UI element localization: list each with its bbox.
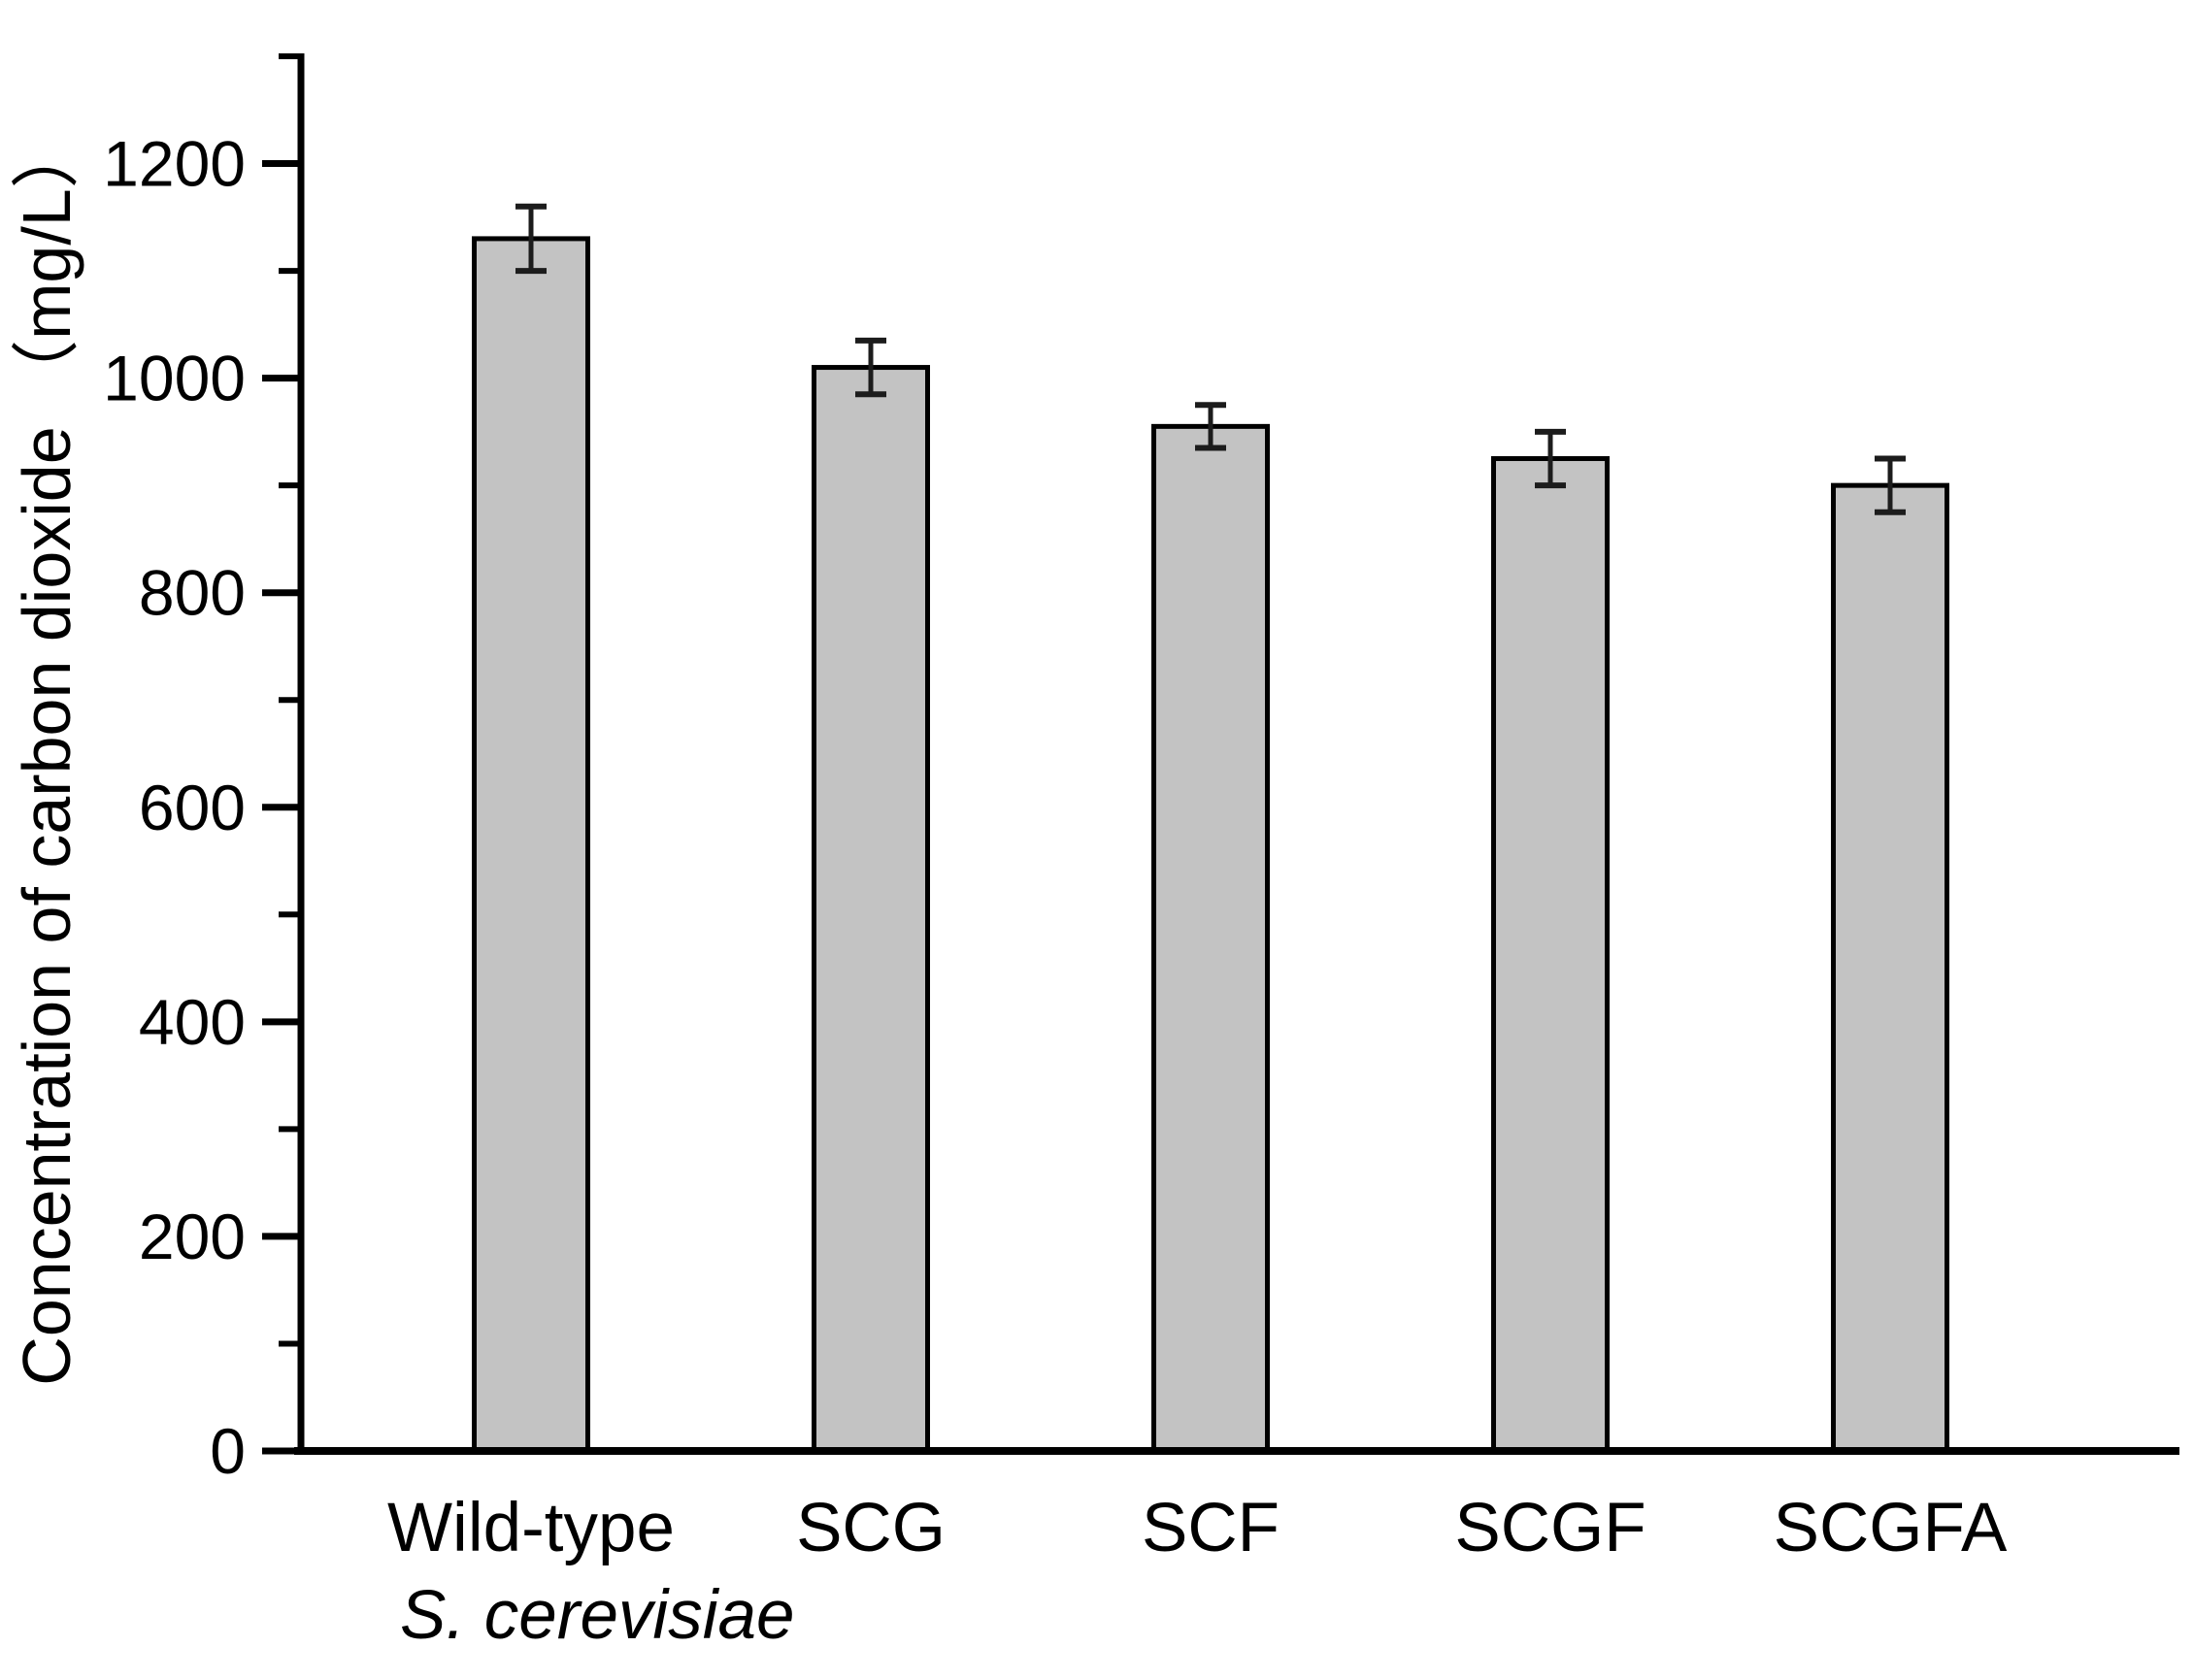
y-tick-label: 1000: [103, 343, 246, 414]
bar: [1831, 482, 1949, 1454]
x-category-label: SCGFA: [1774, 1490, 2008, 1566]
error-bars-layer: [515, 203, 1906, 515]
bar: [1151, 423, 1270, 1454]
bar: [472, 236, 590, 1454]
category-labels-layer: Wild-type SCG SCF SCGF SCGFA: [387, 1490, 2008, 1566]
y-tick-label: 1200: [103, 128, 246, 200]
x-category-label: SCGF: [1454, 1490, 1646, 1566]
y-tick-label: 0: [210, 1415, 246, 1487]
y-tick-label: 600: [139, 772, 246, 843]
x-category-label: SCG: [796, 1490, 946, 1566]
axes-layer: [294, 53, 2179, 1455]
axis-ticks-layer: [262, 53, 301, 1455]
x-category-label: Wild-type: [387, 1490, 675, 1566]
y-tick-label: 400: [139, 986, 246, 1058]
tick-labels-layer: 0 200 400 600 800 1000 1200: [103, 128, 246, 1487]
y-tick-label: 200: [139, 1201, 246, 1272]
bar: [812, 365, 930, 1454]
bar: [1491, 456, 1610, 1454]
x-category-label: SCF: [1142, 1490, 1280, 1566]
y-axis-title: Concentration of carbon dioxide （mg/L）: [9, 120, 84, 1385]
x-axis-sublabel: S. cerevisiae: [400, 1577, 794, 1654]
y-tick-label: 800: [139, 557, 246, 629]
